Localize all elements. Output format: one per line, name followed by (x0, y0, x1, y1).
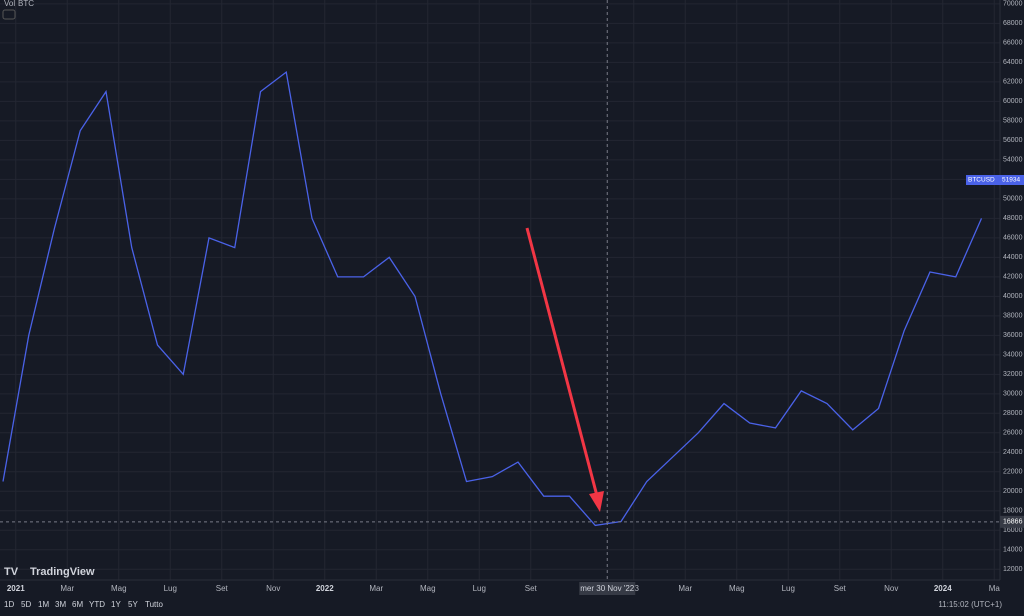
x-tick-label: Mag (729, 584, 745, 593)
legend-symbol: BTC (18, 0, 34, 8)
range-button[interactable]: 1D (4, 600, 14, 609)
y-tick-label: 16000 (1003, 527, 1023, 534)
y-tick-label: 66000 (1003, 40, 1023, 47)
y-tick-label: 62000 (1003, 79, 1023, 86)
y-tick-label: 54000 (1003, 157, 1023, 164)
bottom-bar (0, 580, 1024, 616)
crosshair-date: mer 30 Nov '22 (580, 584, 635, 593)
x-tick-label: Set (216, 584, 229, 593)
y-tick-label: 58000 (1003, 118, 1023, 125)
y-tick-label: 32000 (1003, 371, 1023, 378)
y-tick-label: 12000 (1003, 566, 1023, 573)
x-tick-label: Nov (266, 584, 280, 593)
x-tick-label: Mag (111, 584, 127, 593)
price-line (2, 70, 983, 527)
last-price-box (966, 175, 1024, 186)
y-tick-label: 70000 (1003, 1, 1023, 8)
y-tick-label: 28000 (1003, 410, 1023, 417)
x-tick-label: Mag (420, 584, 436, 593)
y-tick-label: 40000 (1003, 293, 1023, 300)
x-tick-label: Mar (369, 584, 383, 593)
x-tick-label: 2024 (934, 584, 952, 593)
legend-volume: Vol (4, 0, 15, 8)
legend-toggle[interactable] (2, 9, 16, 20)
y-tick-label: 26000 (1003, 430, 1023, 437)
x-tick-label: Ma (989, 584, 1001, 593)
y-tick-label: 56000 (1003, 137, 1023, 144)
x-tick-label: Nov (884, 584, 898, 593)
y-tick-label: 64000 (1003, 59, 1023, 66)
y-tick-label: 18000 (1003, 508, 1023, 515)
y-tick-label: 46000 (1003, 235, 1023, 242)
y-tick-label: 68000 (1003, 20, 1023, 27)
y-tick-label: 34000 (1003, 352, 1023, 359)
brand: TradingView (30, 566, 95, 578)
brand-logo: TV (4, 566, 19, 578)
range-button[interactable]: 1Y (111, 600, 121, 609)
crosshair-price-box (1000, 515, 1024, 528)
y-tick-label: 44000 (1003, 254, 1023, 261)
x-tick-label: Set (525, 584, 538, 593)
range-button[interactable]: Tutto (145, 600, 163, 609)
arrow (525, 227, 599, 497)
arrow-head (589, 491, 604, 512)
plot (0, 0, 1000, 580)
y-tick-label: 48000 (1003, 215, 1023, 222)
y-tick-label: 22000 (1003, 469, 1023, 476)
x-tick-label: Set (834, 584, 847, 593)
range-button[interactable]: 3M (55, 600, 66, 609)
y-tick-label: 24000 (1003, 449, 1023, 456)
axes: 12000 14000 16000 18000 20000 22000 24000 26000… (7, 1, 1024, 595)
y-tick-label: 36000 (1003, 332, 1023, 339)
y-tick-label: 30000 (1003, 391, 1023, 398)
range-button[interactable]: 6M (72, 600, 83, 609)
x-tick-label: Mar (678, 584, 692, 593)
last-price-name: BTCUSD (968, 177, 995, 184)
toolbar: 1D 5D 1M 3M 6M YTD 1Y 5Y Tutto (4, 600, 163, 609)
crosshair-price: 16866 (1003, 519, 1023, 526)
y-tick-label: 60000 (1003, 98, 1023, 105)
last-price: 51934 (1002, 177, 1020, 184)
y-tick-label: 38000 (1003, 313, 1023, 320)
range-button[interactable]: 5D (21, 600, 31, 609)
y-tick-label: 50000 (1003, 196, 1023, 203)
crosshair-date-box (579, 582, 636, 595)
x-tick-label: Lug (782, 584, 795, 593)
x-tick-label: Mar (60, 584, 74, 593)
y-tick-label: 14000 (1003, 547, 1023, 554)
range-button[interactable]: YTD (89, 600, 105, 609)
range-button[interactable]: 5Y (128, 600, 138, 609)
x-tick-label: 2022 (316, 584, 334, 593)
range-button[interactable]: 1M (38, 600, 49, 609)
y-tick-label: 20000 (1003, 488, 1023, 495)
x-tick-label: Lug (473, 584, 486, 593)
x-tick-label: 2021 (7, 584, 25, 593)
x-tick-label: Lug (164, 584, 177, 593)
y-tick-label: 42000 (1003, 274, 1023, 281)
clock: 11:15:02 (UTC+1) (938, 600, 1002, 609)
